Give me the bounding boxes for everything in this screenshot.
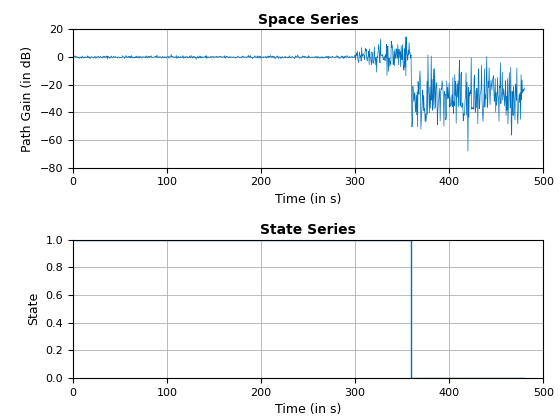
X-axis label: Time (in s): Time (in s) (275, 403, 341, 416)
Title: State Series: State Series (260, 223, 356, 237)
Title: Space Series: Space Series (258, 13, 358, 27)
Y-axis label: Path Gain (in dB): Path Gain (in dB) (21, 45, 34, 152)
X-axis label: Time (in s): Time (in s) (275, 193, 341, 206)
Y-axis label: State: State (27, 292, 40, 326)
